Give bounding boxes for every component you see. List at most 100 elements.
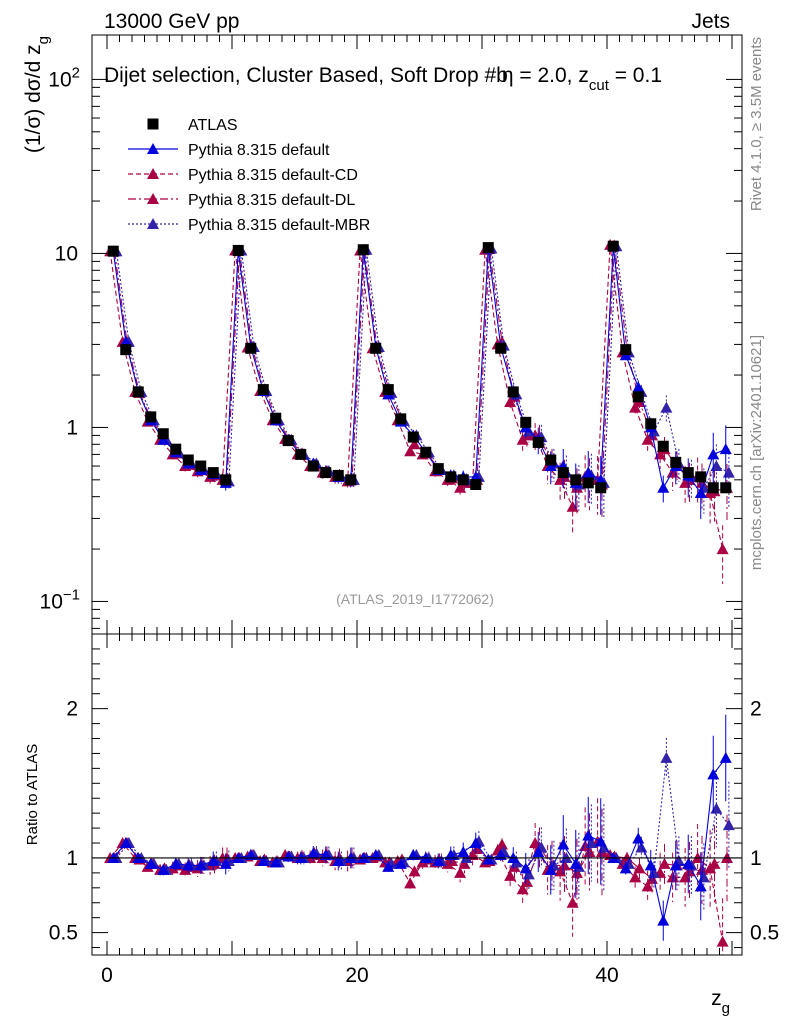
ratio-series-pythia-8-315-default-mbr [110,737,735,912]
data-point [694,486,707,498]
ratio-point [629,871,642,883]
ratio-panel-series [104,714,735,955]
ratio-point [660,751,673,763]
ratio-point [244,848,257,860]
data-point [582,466,595,478]
data-point [420,446,432,458]
ratio-point [683,865,696,877]
data-point [220,474,232,486]
data-point [332,469,344,481]
y-tick-label: 10 [55,242,78,265]
data-point [632,381,645,393]
ratio-point [669,859,682,871]
data-point [566,500,579,512]
data-point [107,245,119,257]
data-point [395,413,407,425]
data-point [357,244,369,256]
ratio-point [707,768,720,780]
data-point [545,454,557,466]
ratio-point [369,848,382,860]
ratio-point [219,857,232,869]
legend-label: Pythia 8.315 default-DL [188,192,355,209]
data-point [582,477,594,489]
series-atlas [107,240,732,494]
selection-label: Dijet selection, Cluster Based, Soft Dro… [104,64,662,94]
ratio-point [657,914,670,926]
ratio-y-tick-label-right: 1 [750,847,762,870]
y-axis-label: (1/σ) dσ/d zg [22,36,52,153]
ratio-point [519,862,532,874]
ratio-point [382,860,395,872]
data-point [657,440,669,452]
side-label-bottom: mcplots.cern.ch [arXiv:2401.10621] [748,335,765,570]
data-point [557,467,569,479]
ratio-point [566,896,579,908]
ratio-frame [91,633,743,956]
ratio-point [207,854,220,866]
energy-label: 13000 GeV pp [104,10,239,33]
ratio-point [257,854,270,866]
data-point [720,482,732,494]
ratio-point [557,838,570,850]
data-point [632,391,644,403]
data-point [157,428,169,440]
ratio-point [583,845,596,857]
legend-marker [147,143,159,154]
ratio-point [722,819,735,831]
legend-marker [147,193,159,204]
legend-label: Pythia 8.315 default-MBR [188,217,370,234]
ratio-point [708,857,721,869]
ratio-point [432,854,445,866]
ratio-series-pythia-8-315-default [107,714,732,941]
data-point [719,443,732,455]
ratio-line [112,757,727,921]
selection-label-text: Dijet selection, Cluster Based, Soft Dro… [104,64,508,87]
data-point [270,412,282,424]
ratio-y-tick-label: 2 [66,698,78,721]
series-pythia-8-315-default-cd [104,238,729,584]
data-point [707,482,719,494]
ratio-point [716,935,729,947]
ratio-point [408,865,421,877]
ratio-point [496,838,508,850]
ratio-point [157,863,170,875]
legend-label: Pythia 8.315 default [188,142,330,159]
ratio-point [532,845,545,857]
legend-entry: Pythia 8.315 default-DL [128,192,355,209]
ratio-point [719,751,732,763]
data-point [170,443,182,455]
data-point [645,418,657,430]
side-label-top: Rivet 4.1.0, ≥ 3.5M events [748,37,765,211]
data-point [407,431,419,443]
data-point [132,386,144,398]
legend-label: ATLAS [188,117,238,134]
ratio-point [594,835,607,847]
legend: ATLAS Pythia 8.315 default Pythia 8.315 de… [128,117,370,234]
data-point [457,474,469,486]
ratio-point [282,850,295,862]
data-point [620,344,632,356]
data-point [570,474,582,486]
data-point [707,448,720,460]
data-point [404,445,417,457]
data-point [507,386,519,398]
data-point [445,471,457,483]
ratio-point [646,872,658,884]
cut-subscript: cut [589,77,610,94]
ratio-point [307,847,320,859]
data-point [207,467,219,479]
data-point [320,467,332,479]
ratio-point [407,848,420,860]
data-point [722,466,735,478]
y-tick-label: 102 [48,64,80,91]
ratio-point [482,853,495,865]
ratio-y-axis-label: Ratio to ATLAS [24,744,41,845]
ratio-y-tick-label-right: 0.5 [750,922,779,945]
ratio-point [182,859,195,871]
ratio-point [469,837,482,849]
ratio-point [635,841,648,853]
main-panel-series [104,238,735,584]
data-point [532,436,544,448]
ratio-point [694,880,707,892]
legend-entry: ATLAS [147,117,238,134]
